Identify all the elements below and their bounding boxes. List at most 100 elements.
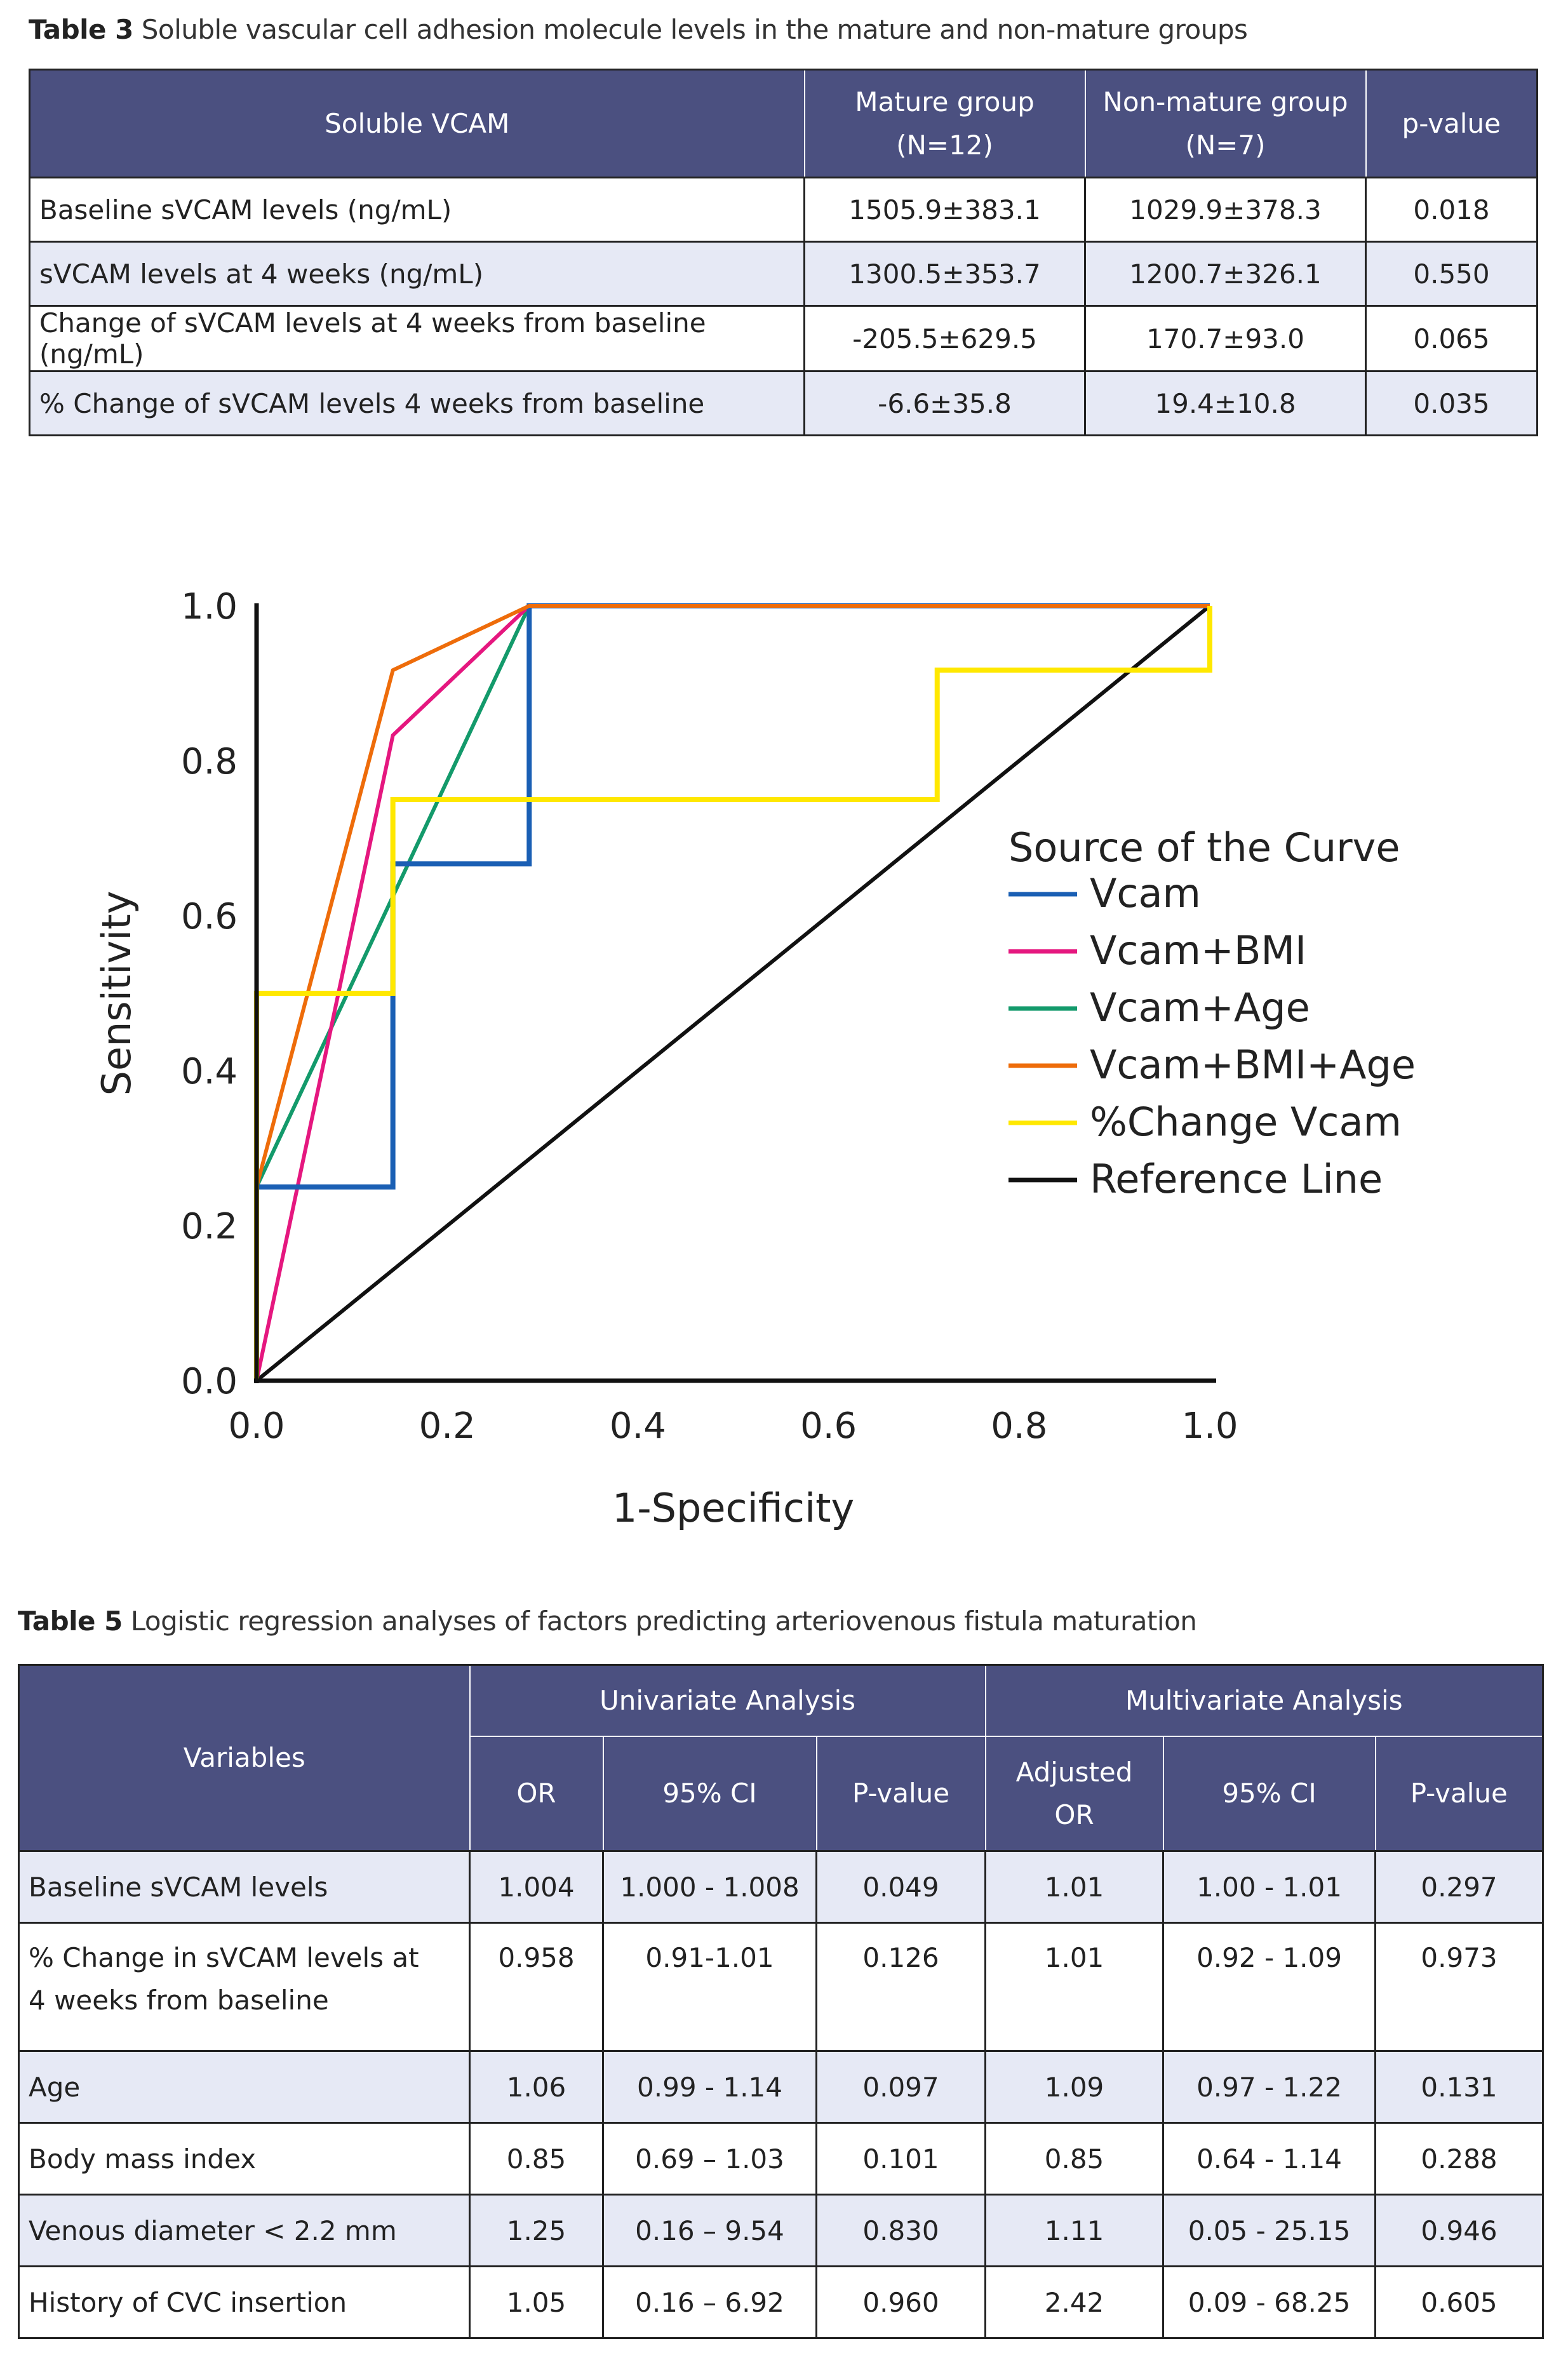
legend-label: Vcam (1090, 870, 1201, 916)
adjusted-ci-value: 0.05 - 25.15 (1162, 2194, 1377, 2267)
adjusted-ci-value: 0.97 - 1.22 (1162, 2050, 1377, 2124)
adjusted-or-value: 1.01 (984, 1922, 1165, 2052)
adjusted-ci-value: 0.64 - 1.14 (1162, 2122, 1377, 2196)
y-tick-label: 1.0 (181, 586, 238, 627)
table5-header-multivariate: Multivariate Analysis (984, 1664, 1544, 1737)
p-value: 0.126 (815, 1922, 987, 2052)
table5-header-p: P-value (815, 1736, 986, 1852)
mature-value: 1300.5±353.7 (803, 241, 1086, 307)
adjusted-or-value: 1.09 (984, 2050, 1165, 2124)
adjusted-p-value: 0.973 (1374, 1922, 1545, 2052)
or-value: 1.25 (469, 2194, 604, 2267)
table-row: Body mass index 0.85 0.69 – 1.03 0.101 0.85 0… (18, 2122, 1545, 2196)
plot-lines (254, 603, 1212, 1383)
p-value: 0.097 (815, 2050, 987, 2124)
table5-header-row-1: Variables Univariate Analysis Multivaria… (18, 1664, 1544, 1852)
or-value: 1.06 (469, 2050, 604, 2124)
nonmature-value: 1029.9±378.3 (1084, 177, 1367, 243)
table3-header-nonmature: Non-mature group (N=7) (1084, 69, 1367, 178)
table3-caption-text: Soluble vascular cell adhesion molecule … (133, 14, 1248, 45)
table5-header-or: OR (469, 1736, 604, 1852)
row-label: % Change in sVCAM levels at 4 weeks from … (18, 1922, 471, 2052)
table5-header-variables: Variables (18, 1664, 471, 1852)
legend-label: Reference Line (1090, 1156, 1383, 1202)
x-tick-label: 0.8 (991, 1405, 1047, 1447)
p-value: 0.830 (815, 2194, 987, 2267)
table5-header-row-2: OR 95% CI P-value Adjusted OR 95% CI P-va… (19, 1736, 1544, 1852)
table-row: % Change of sVCAM levels 4 weeks from ba… (29, 370, 1538, 436)
ci-value: 0.69 – 1.03 (602, 2122, 817, 2196)
row-label: Baseline sVCAM levels (18, 1850, 471, 1924)
adjusted-or-value: 1.01 (984, 1850, 1165, 1924)
legend-label: Vcam+BMI+Age (1090, 1042, 1416, 1088)
table-row: History of CVC insertion 1.05 0.16 – 6.92 0… (18, 2265, 1545, 2339)
x-tick-label: 1.0 (1181, 1405, 1238, 1447)
table-row: Venous diameter < 2.2 mm 1.25 0.16 – 9.54 0… (18, 2194, 1545, 2267)
ci-value: 0.99 - 1.14 (602, 2050, 817, 2124)
nonmature-value: 170.7±93.0 (1084, 305, 1367, 372)
ci-value: 1.000 - 1.008 (602, 1850, 817, 1924)
legend-label: Vcam+BMI (1090, 927, 1306, 974)
x-tick-label: 0.6 (800, 1405, 857, 1447)
mature-value: -6.6±35.8 (803, 370, 1086, 436)
nonmature-value: 1200.7±326.1 (1084, 241, 1367, 307)
table3-header-soluble-vcam: Soluble VCAM (29, 69, 805, 178)
x-tick-labels: 0.0 0.2 0.4 0.6 0.8 1.0 (228, 1405, 1238, 1447)
adjusted-p-value: 0.605 (1374, 2265, 1545, 2339)
legend-title: Source of the Curve (1008, 824, 1400, 871)
table5-header-adjusted-or: Adjusted OR (984, 1736, 1164, 1852)
row-label: sVCAM levels at 4 weeks (ng/mL) (29, 241, 805, 307)
p-value: 0.018 (1365, 177, 1538, 243)
table5-header-ci: 95% CI (602, 1736, 817, 1852)
row-label: Venous diameter < 2.2 mm (18, 2194, 471, 2267)
adjusted-ci-value: 1.00 - 1.01 (1162, 1850, 1377, 1924)
adjusted-p-value: 0.131 (1374, 2050, 1545, 2124)
mature-value: 1505.9±383.1 (803, 177, 1086, 243)
or-value: 1.05 (469, 2265, 604, 2339)
adjusted-or-value: 2.42 (984, 2265, 1165, 2339)
row-label: Age (18, 2050, 471, 2124)
table5-header-univariate: Univariate Analysis (469, 1664, 986, 1737)
x-tick-label: 0.0 (228, 1405, 285, 1447)
or-value: 1.004 (469, 1850, 604, 1924)
table-row: Change of sVCAM levels at 4 weeks from b… (29, 305, 1538, 372)
ci-value: 0.16 – 6.92 (602, 2265, 817, 2339)
legend-label: Vcam+Age (1090, 984, 1310, 1031)
adjusted-ci-value: 0.92 - 1.09 (1162, 1922, 1377, 2052)
table5-header-adjusted-ci: 95% CI (1162, 1736, 1376, 1852)
adjusted-p-value: 0.288 (1374, 2122, 1545, 2196)
p-value: 0.065 (1365, 305, 1538, 372)
table3-header-pvalue: p-value (1365, 69, 1538, 178)
roc-chart: 0.0 0.2 0.4 0.6 0.8 1.0 0.0 0.2 0.4 0.6 0.8 1.0 Se… (93, 586, 1416, 1531)
table-row: % Change in sVCAM levels at 4 weeks from … (18, 1922, 1545, 2052)
row-label: % Change of sVCAM levels 4 weeks from ba… (29, 370, 805, 436)
or-value: 0.85 (469, 2122, 604, 2196)
adjusted-p-value: 0.946 (1374, 2194, 1545, 2267)
table5: Variables Univariate Analysis Multivaria… (18, 1664, 1545, 2339)
table3-caption-label: Table 3 (29, 14, 133, 45)
p-value: 0.960 (815, 2265, 987, 2339)
y-tick-label: 0.4 (181, 1051, 238, 1092)
table5-caption-text: Logistic regression analyses of factors … (122, 1606, 1197, 1637)
mature-value: -205.5±629.5 (803, 305, 1086, 372)
adjusted-p-value: 0.297 (1374, 1850, 1545, 1924)
row-label: History of CVC insertion (18, 2265, 471, 2339)
y-tick-label: 0.0 (181, 1361, 238, 1402)
or-value: 0.958 (469, 1922, 604, 2052)
table-row: sVCAM levels at 4 weeks (ng/mL) 1300.5±3… (29, 241, 1538, 307)
legend-label: %Change Vcam (1090, 1099, 1402, 1145)
table3-caption: Table 3 Soluble vascular cell adhesion m… (29, 14, 1248, 45)
adjusted-or-value: 1.11 (984, 2194, 1165, 2267)
p-value: 0.550 (1365, 241, 1538, 307)
table3-header-row: Soluble VCAM Mature group (N=12) Non-matu… (29, 69, 1538, 178)
y-tick-labels: 0.0 0.2 0.4 0.6 0.8 1.0 (181, 586, 238, 1402)
ci-value: 0.16 – 9.54 (602, 2194, 817, 2267)
y-tick-label: 0.6 (181, 896, 238, 937)
p-value: 0.035 (1365, 370, 1538, 436)
table5-caption-label: Table 5 (18, 1606, 123, 1637)
table5-caption: Table 5 Logistic regression analyses of … (18, 1606, 1197, 1637)
table-row: Baseline sVCAM levels 1.004 1.000 - 1.008 0… (18, 1850, 1545, 1924)
series-line-change-vcam (254, 606, 1212, 1381)
row-label: Baseline sVCAM levels (ng/mL) (29, 177, 805, 243)
x-axis-title: 1-Specificity (612, 1485, 854, 1531)
